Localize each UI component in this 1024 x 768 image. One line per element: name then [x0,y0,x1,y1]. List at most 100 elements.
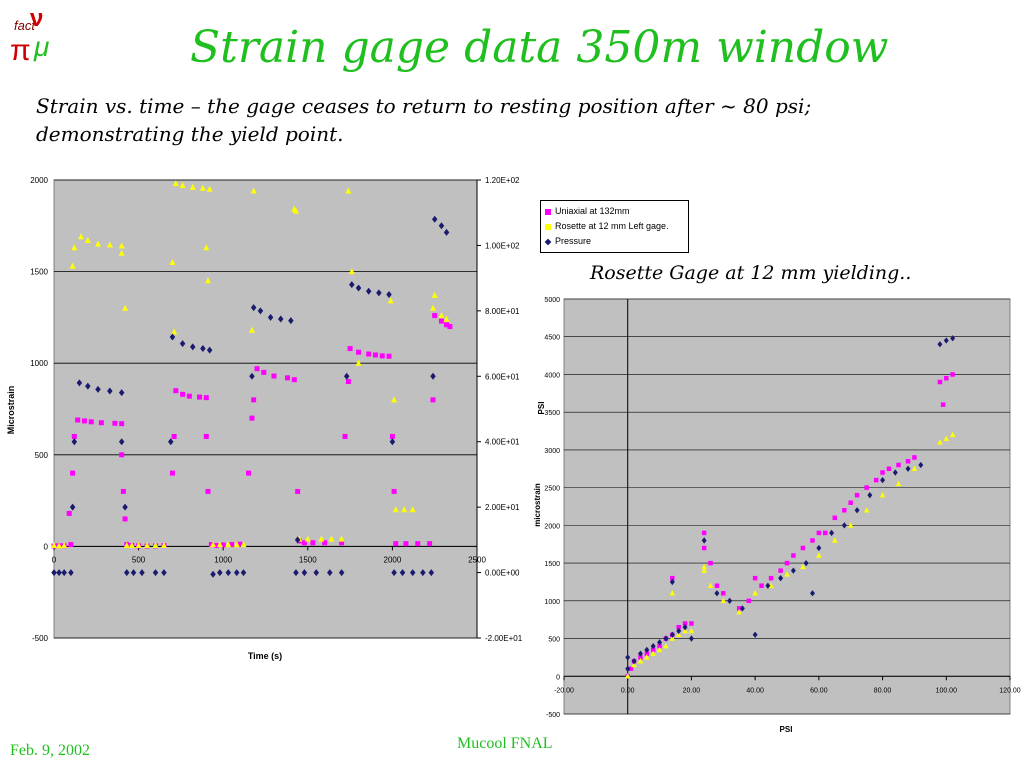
chart2-point-series2 [937,341,943,348]
chart1-point-series0 [112,420,118,426]
chart1-point-series2 [277,315,284,323]
chart1-point-series0 [415,541,421,547]
chart1-y2tick-label: -2.00E+01 [485,634,523,643]
chart1-point-series0 [81,418,87,424]
chart1-point-series2 [443,228,450,236]
chart1-point-series2 [210,570,216,578]
chart2-point-series0 [816,530,822,536]
chart2-point-series0 [689,621,694,626]
chart2-point-series1 [701,567,707,573]
chart1-point-series0 [171,433,177,439]
chart1-point-series0 [246,470,252,476]
chart2-point-series0 [896,462,901,468]
chart1-point-series2 [355,284,362,292]
svg-text:fact: fact [14,18,36,33]
chart1-point-series0 [254,366,260,372]
chart1-point-series0 [213,542,219,548]
chart2-point-series0 [657,643,662,649]
chart1-point-series2 [167,438,174,446]
chart1-point-series1 [106,241,113,248]
chart2-point-series1 [669,590,676,596]
chart2-point-series0 [810,538,815,543]
chart2-ytick-label: 5000 [544,297,560,304]
chart2-point-series1 [911,465,918,472]
chart2-point-series0 [701,530,707,536]
chart1-point-series1 [443,315,450,322]
svg-text:π: π [10,34,31,64]
strain-time-chart: -500 0 500 1000 1500 2000 0 500 1000 1500 2000 2500… [6,176,523,661]
chart2-point-series2 [669,631,675,638]
chart1-point-series1 [409,506,416,513]
chart1-point-series1 [250,187,257,194]
chart2-point-series1 [879,492,886,498]
chart2-point-series1 [736,608,742,615]
chart2-point-series0 [676,624,681,630]
chart1-point-series0 [345,379,351,385]
chart2-point-series0 [736,606,742,611]
chart1-y2tick-label: 4.00E+01 [485,438,520,447]
chart2-point-series0 [912,455,917,460]
chart2-xtick-label: 40.00 [746,687,764,694]
chart1-point-series1 [144,541,151,548]
legend-item-rosette: Rosette at 12 mm Left gage. [545,220,669,232]
chart2-point-series1 [768,582,774,588]
chart2-xtick-label: 20.00 [683,687,701,694]
chart1-point-series0 [427,541,433,547]
chart2-point-series1 [816,552,822,558]
chart1-point-series0 [197,394,203,400]
chart2-point-series0 [638,655,643,660]
chart1-point-series1 [345,187,352,194]
chart2-point-series0 [708,560,713,566]
chart1-point-series0 [389,433,395,439]
chart1-point-series0 [237,541,243,547]
chart1-point-series1 [61,542,68,549]
chart1-point-series0 [393,541,399,547]
chart2-point-series1 [752,590,758,596]
chart1-point-series0 [180,391,186,397]
chart1-point-series1 [160,541,167,548]
chart1-point-series2 [301,569,308,577]
chart1-ytick-label: 1000 [30,359,48,368]
chart2-point-series2 [829,529,835,537]
chart2-point-series0 [886,466,892,472]
chart1-ytick-label: -500 [32,634,49,643]
chart1-point-series0 [122,516,128,522]
chart1-point-series2 [430,372,436,380]
chart2-point-series2 [892,469,898,476]
chart2-point-series1 [720,597,726,604]
chart1-point-series2 [420,569,426,577]
chart1-plot-area [53,179,478,639]
chart1-point-series2 [124,569,130,577]
chart1-point-series2 [431,215,438,223]
legend-item-uniaxial: Uniaxial at 132mm [545,205,630,217]
chart1-point-series0 [71,433,77,439]
chart1-point-series2 [107,387,113,395]
chart1-point-series2 [130,569,137,577]
chart1-point-series0 [220,542,226,548]
chart1-point-series0 [205,488,211,494]
chart2-ytick-label: 3500 [544,410,560,417]
chart1-point-series1 [78,233,85,240]
chart1-point-series0 [251,397,257,403]
chart1-point-series1 [84,236,91,243]
slide-subtitle: Strain vs. time – the gage ceases to ret… [36,94,812,146]
chart2-point-series1 [895,480,902,487]
chart2-ytick-label: 3000 [544,448,560,455]
chart1-point-series1 [431,291,438,298]
chart1-xtick-label: 2000 [384,555,402,564]
chart1-point-series2 [61,569,67,577]
chart2-point-series0 [759,583,764,588]
chart2-point-series1 [863,507,870,513]
chart2-point-series2 [943,337,949,344]
chart2-point-series0 [650,647,656,653]
chart2-point-series1 [631,661,637,668]
legend-label-uniaxial: Uniaxial at 132mm [555,206,630,216]
chart1-point-series2 [391,569,397,577]
chart2-point-series0 [746,598,752,604]
chart2-points [625,335,956,679]
chart1-point-series0 [88,419,94,425]
chart2-point-series1 [688,627,695,634]
chart2-point-series1 [637,658,644,664]
chart1-point-series0 [68,542,74,548]
chart2-point-series2 [841,522,847,529]
